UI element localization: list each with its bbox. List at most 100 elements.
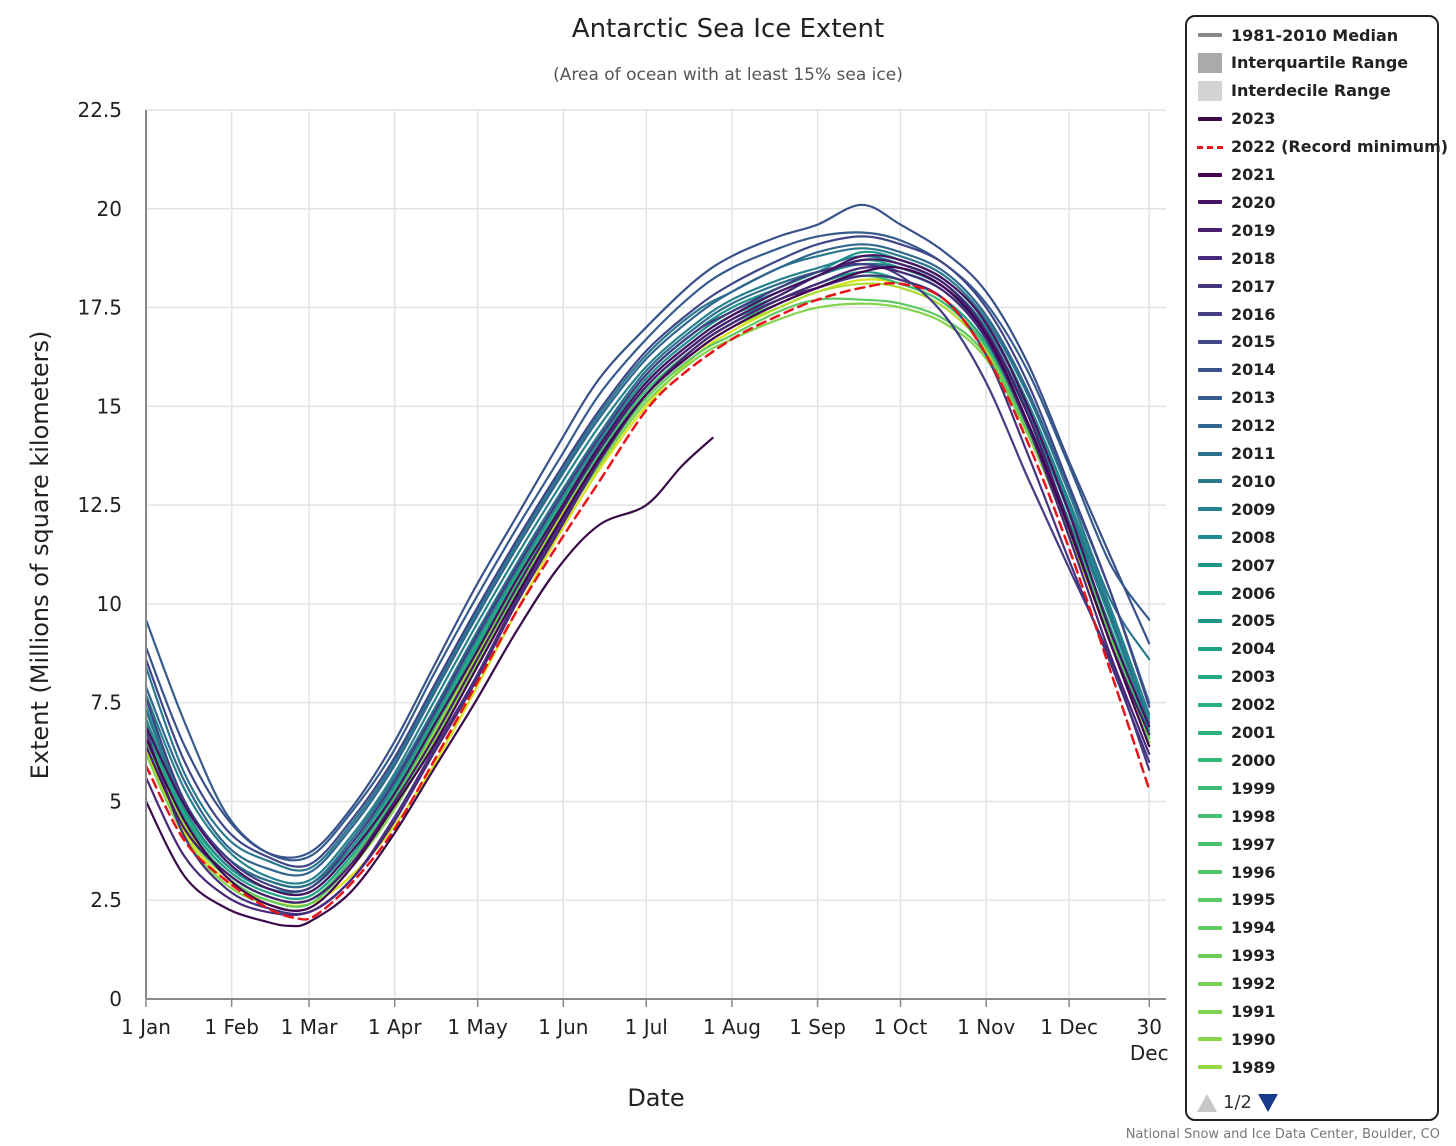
series-line-2016[interactable] (144, 262, 1151, 893)
legend-item-Interquartile[interactable]: Interquartile Range (1197, 52, 1408, 74)
series-line-2015[interactable] (144, 235, 1151, 868)
legend-label: 1998 (1231, 806, 1276, 826)
legend-item-2004[interactable]: 2004 (1197, 638, 1276, 660)
legend-item-2018[interactable]: 2018 (1197, 247, 1276, 269)
legend-label: 2014 (1231, 360, 1276, 380)
legend-item-2007[interactable]: 2007 (1197, 554, 1276, 576)
legend-item-1994[interactable]: 1994 (1197, 917, 1276, 939)
y-tick-label: 7.5 (90, 691, 122, 715)
x-tick-label: 1 Feb (204, 1015, 259, 1039)
legend-item-2023[interactable]: 2023 (1197, 108, 1276, 130)
legend-symbol (1197, 638, 1223, 660)
legend-label: 2011 (1231, 444, 1276, 463)
legend-symbol (1197, 443, 1223, 465)
legend-item-2022[interactable]: 2022 (Record minimum) (1197, 136, 1448, 158)
x-tick-label: 1 Sep (789, 1015, 846, 1039)
y-tick-label: 15 (97, 394, 122, 418)
series-line-2014[interactable] (144, 203, 1151, 859)
y-tick-label: 10 (97, 592, 122, 616)
legend-symbol (1197, 973, 1223, 995)
legend-label: 2001 (1231, 723, 1276, 742)
legend-item-2020[interactable]: 2020 (1197, 191, 1276, 213)
legend-item-2011[interactable]: 2011 (1197, 443, 1276, 465)
legend-item-2010[interactable]: 2010 (1197, 470, 1276, 492)
legend-item-2017[interactable]: 2017 (1197, 275, 1276, 297)
legend-item-2003[interactable]: 2003 (1197, 666, 1276, 688)
legend-item-2000[interactable]: 2000 (1197, 749, 1276, 771)
legend-symbol (1197, 219, 1223, 241)
legend-symbol (1197, 945, 1223, 967)
chart: Antarctic Sea Ice Extent (Area of ocean … (26, 14, 1169, 1112)
series-line-2002[interactable] (144, 302, 1151, 912)
legend-item-1991[interactable]: 1991 (1197, 1001, 1276, 1023)
series-line-2021[interactable] (144, 265, 1151, 912)
legend-item-2006[interactable]: 2006 (1197, 582, 1276, 604)
legend-symbol (1197, 917, 1223, 939)
legend-symbol (1197, 777, 1223, 799)
legend-item-2021[interactable]: 2021 (1197, 164, 1276, 186)
legend-label: 2019 (1231, 220, 1276, 240)
y-tick-label: 20 (97, 197, 122, 221)
legend-item-2014[interactable]: 2014 (1197, 359, 1276, 381)
legend-item-2009[interactable]: 2009 (1197, 498, 1276, 520)
x-tick-label: 30 Dec (1130, 1015, 1169, 1065)
legend-symbol (1197, 889, 1223, 911)
legend-item-1989[interactable]: 1989 (1197, 1056, 1276, 1078)
legend-label: 1991 (1231, 1002, 1276, 1021)
legend-item-2013[interactable]: 2013 (1197, 387, 1276, 409)
legend-item-2016[interactable]: 2016 (1197, 303, 1276, 325)
legend-item-Interdecile[interactable]: Interdecile Range (1197, 80, 1391, 102)
legend-item-2012[interactable]: 2012 (1197, 415, 1276, 437)
legend-item-1998[interactable]: 1998 (1197, 805, 1276, 827)
x-tick-label: 1 Jan (121, 1015, 171, 1039)
legend-item-2008[interactable]: 2008 (1197, 526, 1276, 548)
legend-item-2002[interactable]: 2002 (1197, 694, 1276, 716)
legend-label: Interquartile Range (1231, 53, 1409, 73)
legend-item-2005[interactable]: 2005 (1197, 610, 1276, 632)
legend-symbol (1197, 108, 1223, 130)
legend-label: 1989 (1231, 1057, 1276, 1077)
x-tick-label: 1 Jun (538, 1015, 588, 1039)
legend-item-2001[interactable]: 2001 (1197, 722, 1276, 744)
legend-label: 2020 (1231, 192, 1276, 212)
series-line-2020[interactable] (144, 254, 1151, 897)
series-line-2019[interactable] (144, 258, 1151, 904)
legend-item-2019[interactable]: 2019 (1197, 219, 1276, 241)
legend-item-1981-2010[interactable]: 1981-2010 Median (1197, 24, 1398, 46)
y-tick-label: 22.5 (77, 98, 122, 122)
legend-label: 1995 (1231, 890, 1276, 910)
legend-item-1990[interactable]: 1990 (1197, 1028, 1276, 1050)
legend-label: 1993 (1231, 946, 1276, 966)
legend-item-1995[interactable]: 1995 (1197, 889, 1276, 911)
legend-symbol (1197, 610, 1223, 632)
legend-item-1997[interactable]: 1997 (1197, 833, 1276, 855)
series-line-2012[interactable] (144, 243, 1151, 877)
legend-symbol (1197, 861, 1223, 883)
legend-label: 1992 (1231, 974, 1276, 994)
x-tick-label: 1 Jul (625, 1015, 668, 1039)
legend-label: 2013 (1231, 388, 1276, 408)
legend-symbol (1197, 498, 1223, 520)
legend-item-2015[interactable]: 2015 (1197, 331, 1276, 353)
legend-item-1992[interactable]: 1992 (1197, 973, 1276, 995)
x-tick-label: 1 Mar (281, 1015, 339, 1039)
legend-symbol (1197, 191, 1223, 213)
series-line-2010[interactable] (144, 247, 1151, 872)
legend-symbol (1197, 24, 1223, 46)
legend-next-page-icon[interactable] (1257, 1093, 1278, 1112)
legend-label: 2000 (1231, 750, 1276, 770)
legend-prev-page-icon[interactable] (1197, 1093, 1217, 1112)
legend-label: 1997 (1231, 834, 1276, 854)
legend-item-1999[interactable]: 1999 (1197, 777, 1276, 799)
series-line-2022[interactable] (144, 282, 1151, 921)
y-axis-ticks: 0 2.5 5 7.5 10 12.5 15 17.5 20 22.5 (77, 98, 122, 1011)
legend-symbol (1197, 554, 1223, 576)
series-line-2013[interactable] (144, 231, 1151, 862)
legend-symbol (1197, 694, 1223, 716)
series-line-2003[interactable] (144, 297, 1151, 908)
legend-item-1996[interactable]: 1996 (1197, 861, 1276, 883)
legend: 1981-2010 Median Interquartile Range Inter… (1185, 15, 1448, 1121)
legend-item-1993[interactable]: 1993 (1197, 945, 1276, 967)
series-line-2023[interactable] (144, 436, 714, 928)
legend-symbol (1197, 275, 1223, 297)
